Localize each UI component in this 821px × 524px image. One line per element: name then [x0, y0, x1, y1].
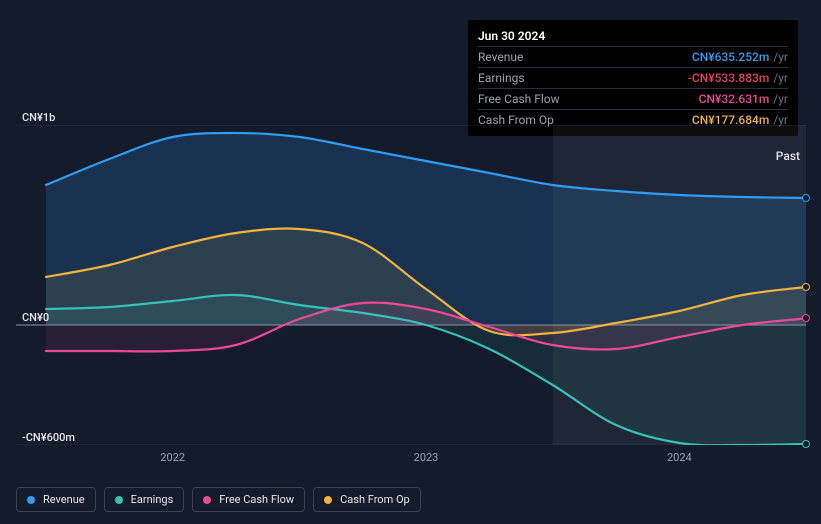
legend-dot-icon	[324, 496, 332, 504]
legend-label: Revenue	[43, 493, 85, 506]
series-end-marker	[802, 440, 810, 448]
series-end-marker	[802, 283, 810, 291]
tooltip-row: Free Cash Flow CN¥32.631m/yr	[478, 89, 788, 110]
legend-item-revenue[interactable]: Revenue	[16, 487, 96, 512]
series-end-marker	[802, 314, 810, 322]
tooltip-title: Jun 30 2024	[478, 26, 788, 47]
legend-label: Earnings	[131, 493, 174, 506]
chart-legend: Revenue Earnings Free Cash Flow Cash From O…	[16, 487, 421, 512]
tooltip-unit: /yr	[773, 92, 788, 106]
y-axis-label: CN¥0	[22, 311, 49, 324]
legend-dot-icon	[203, 496, 211, 504]
legend-dot-icon	[115, 496, 123, 504]
x-axis-label: 2023	[414, 451, 439, 464]
tooltip-value-wrap: CN¥32.631m/yr	[699, 92, 788, 106]
chart-area: CN¥1bCN¥0-CN¥600m 202220232024 Past	[16, 125, 806, 445]
series-end-marker	[802, 194, 810, 202]
x-axis-label: 2022	[160, 451, 185, 464]
y-axis-label: -CN¥600m	[22, 431, 75, 444]
tooltip-row: Earnings -CN¥533.883m/yr	[478, 68, 788, 89]
tooltip-label: Revenue	[478, 50, 523, 64]
tooltip-value-wrap: -CN¥533.883m/yr	[688, 71, 788, 85]
tooltip-label: Earnings	[478, 71, 525, 85]
legend-item-free-cash-flow[interactable]: Free Cash Flow	[192, 487, 305, 512]
legend-label: Cash From Op	[340, 493, 410, 506]
tooltip-value: -CN¥533.883m	[688, 71, 770, 85]
tooltip-unit: /yr	[773, 50, 788, 64]
chart-svg	[16, 125, 806, 445]
tooltip-unit: /yr	[773, 71, 788, 85]
y-axis-label: CN¥1b	[22, 111, 55, 124]
past-region-label: Past	[776, 149, 800, 163]
tooltip-label: Free Cash Flow	[478, 92, 560, 106]
tooltip-value: CN¥32.631m	[699, 92, 770, 106]
legend-label: Free Cash Flow	[219, 493, 294, 506]
x-axis-label: 2024	[667, 451, 692, 464]
tooltip-value-wrap: CN¥635.252m/yr	[692, 50, 788, 64]
legend-item-cash-from-op[interactable]: Cash From Op	[313, 487, 421, 512]
legend-item-earnings[interactable]: Earnings	[104, 487, 185, 512]
legend-dot-icon	[27, 496, 35, 504]
tooltip-row: Revenue CN¥635.252m/yr	[478, 47, 788, 68]
chart-tooltip: Jun 30 2024RevenueCN¥635.252m/yrEarnings…	[468, 20, 798, 136]
tooltip-value: CN¥635.252m	[692, 50, 769, 64]
